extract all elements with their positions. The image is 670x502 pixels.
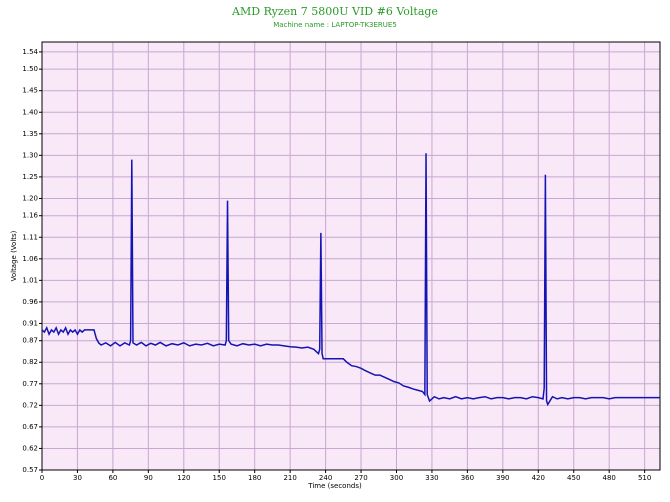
y-tick-label: 1.30 <box>22 151 38 159</box>
x-tick-label: 480 <box>603 474 616 482</box>
x-tick-label: 90 <box>144 474 153 482</box>
y-tick-label: 1.25 <box>22 173 38 181</box>
y-tick-label: 0.57 <box>22 466 38 474</box>
x-tick-label: 450 <box>567 474 580 482</box>
y-tick-label: 0.87 <box>22 337 38 345</box>
y-tick-label: 1.06 <box>22 255 38 263</box>
x-tick-label: 180 <box>248 474 261 482</box>
y-tick-label: 0.67 <box>22 423 38 431</box>
y-tick-label: 1.45 <box>22 87 38 95</box>
x-tick-label: 270 <box>354 474 367 482</box>
x-tick-label: 390 <box>496 474 509 482</box>
x-tick-label: 240 <box>319 474 332 482</box>
x-tick-label: 120 <box>177 474 190 482</box>
y-tick-label: 1.50 <box>22 65 38 73</box>
chart-subtitle: Machine name : LAPTOP-TK3ERUE5 <box>273 21 397 29</box>
x-tick-label: 510 <box>638 474 651 482</box>
x-tick-label: 330 <box>425 474 438 482</box>
y-axis-label: Voltage (Volts) <box>10 230 18 281</box>
y-tick-label: 0.77 <box>22 380 38 388</box>
x-tick-label: 60 <box>108 474 117 482</box>
y-tick-label: 1.20 <box>22 194 38 202</box>
y-tick-label: 0.91 <box>22 319 38 327</box>
x-tick-label: 0 <box>40 474 44 482</box>
y-tick-label: 1.11 <box>22 233 38 241</box>
y-tick-label: 1.35 <box>22 130 38 138</box>
y-tick-label: 1.40 <box>22 108 38 116</box>
y-tick-label: 1.54 <box>22 48 38 56</box>
x-tick-label: 420 <box>532 474 545 482</box>
x-axis-label: Time (seconds) <box>307 482 362 490</box>
plot-border <box>41 41 661 471</box>
data-line <box>41 153 660 407</box>
y-tick-label: 0.96 <box>22 298 38 306</box>
y-tick-label: 1.16 <box>22 212 38 220</box>
y-tick-label: 0.82 <box>22 358 38 366</box>
y-tick-label: 0.72 <box>22 401 38 409</box>
x-tick-label: 300 <box>390 474 403 482</box>
x-tick-label: 360 <box>461 474 474 482</box>
x-tick-label: 210 <box>283 474 296 482</box>
y-tick-label: 1.01 <box>22 276 38 284</box>
x-tick-label: 150 <box>213 474 226 482</box>
chart-title: AMD Ryzen 7 5800U VID #6 Voltage <box>231 5 438 18</box>
y-tick-label: 0.62 <box>22 444 38 452</box>
x-tick-label: 30 <box>73 474 82 482</box>
